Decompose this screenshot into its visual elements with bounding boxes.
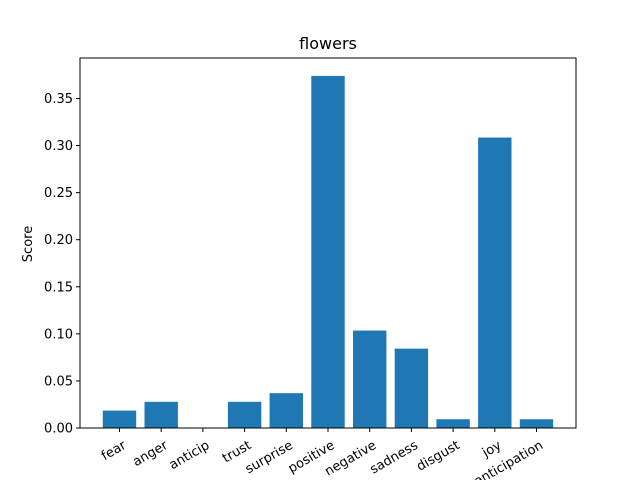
bar-positive bbox=[311, 75, 345, 428]
y-tick-label: 0.00 bbox=[44, 422, 73, 437]
y-tick-label: 0.20 bbox=[44, 233, 73, 248]
y-tick-label: 0.15 bbox=[44, 280, 73, 295]
y-tick-label: 0.35 bbox=[44, 92, 73, 107]
plot-frame bbox=[79, 57, 577, 429]
y-tick-label: 0.10 bbox=[44, 327, 73, 342]
y-tick-label: 0.25 bbox=[44, 186, 73, 201]
bar-anticipation bbox=[519, 419, 554, 428]
y-axis-ticks: 0.00 0.05 0.10 0.15 0.20 0.25 0.30 0.35 bbox=[44, 92, 80, 437]
y-tick-label: 0.05 bbox=[44, 374, 73, 389]
bars-group bbox=[102, 75, 554, 429]
bar-anger bbox=[144, 401, 178, 428]
y-tick-label: 0.30 bbox=[44, 139, 73, 154]
bar-sadness bbox=[394, 348, 429, 428]
chart-title: flowers bbox=[299, 34, 357, 53]
bar-joy bbox=[478, 137, 512, 429]
bar-disgust bbox=[436, 419, 470, 428]
bar-surprise bbox=[269, 393, 303, 428]
bar-trust bbox=[227, 401, 262, 428]
bar-fear bbox=[102, 410, 137, 428]
bar-negative bbox=[353, 330, 387, 428]
y-axis-label: Score bbox=[21, 226, 36, 262]
